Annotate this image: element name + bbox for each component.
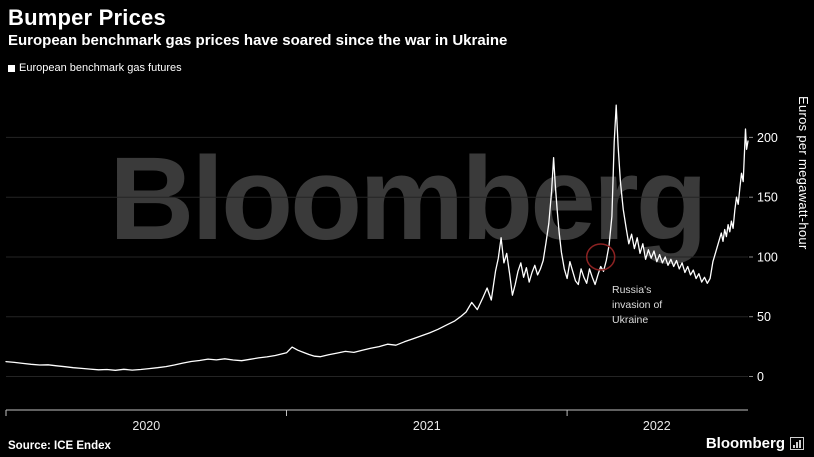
svg-text:50: 50 [757,310,771,324]
bloomberg-watermark: Bloomberg [109,133,708,265]
bloomberg-chart-icon [790,437,804,450]
chart-subtitle: European benchmark gas prices have soare… [8,32,508,49]
bloomberg-logo: Bloomberg [706,435,804,452]
page-title: Bumper Prices [8,5,166,30]
svg-text:2022: 2022 [643,419,671,433]
svg-text:0: 0 [757,370,764,384]
price-chart-svg: 0 50 100 150 200 2020 2021 2022 [5,104,778,433]
chart-legend: European benchmark gas futures [8,62,182,74]
svg-text:2021: 2021 [413,419,441,433]
y-axis-title: Euros per megawatt-hour [796,96,811,250]
svg-text:2020: 2020 [132,419,160,433]
legend-label: European benchmark gas futures [19,62,182,74]
svg-text:150: 150 [757,191,778,205]
bloomberg-logo-text: Bloomberg [705,435,785,452]
svg-text:200: 200 [757,131,778,145]
annotation-text: Russia's invasion of Ukraine [612,284,663,327]
legend-swatch-icon [8,64,15,72]
source-credit: Source: ICE Endex [8,440,111,452]
svg-text:100: 100 [757,251,778,265]
